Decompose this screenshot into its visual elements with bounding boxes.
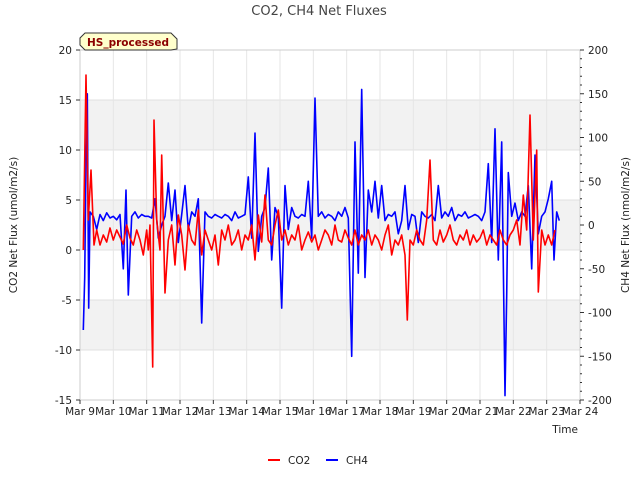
y-right-tick-label: 150 [588,89,608,101]
x-tick-label: Mar 9 [65,406,95,418]
y-left-tick-label: -5 [62,295,72,307]
x-tick-label: Mar 14 [228,406,265,418]
x-axis-label: Time [551,424,578,436]
y-right-tick-label: 0 [588,220,595,232]
x-tick-label: Mar 21 [462,406,499,418]
x-tick-label: Mar 11 [128,406,165,418]
y-right-tick-label: -150 [588,351,612,363]
y-axis-right-label: CH4 Net Flux (nmol/m2/s) [620,157,632,293]
y-right-tick-label: 200 [588,45,608,57]
y-left-tick-label: -15 [55,395,72,407]
y-left-tick-label: -10 [55,345,72,357]
legend: CO2 CH4 [268,455,368,467]
x-tick-label: Mar 18 [362,406,399,418]
legend-label-co2: CO2 [288,455,310,467]
x-tick-label: Mar 24 [562,406,599,418]
badge-shape [79,32,178,51]
y-left-tick-label: 20 [59,45,72,57]
y-left-tick-label: 10 [59,145,72,157]
x-tick-label: Mar 12 [162,406,199,418]
series-line-co2 [82,74,556,368]
processed-badge: HS_processed [79,32,178,51]
background-band [80,100,580,150]
legend-label-ch4: CH4 [346,455,368,467]
x-tick-label: Mar 15 [262,406,299,418]
y-right-tick-label: 50 [588,176,601,188]
y-right-tick-label: 100 [588,133,608,145]
badge-label: HS_processed [87,37,169,49]
x-tick-label: Mar 13 [195,406,232,418]
y-axis-left-label: CO2 Net Flux (umol/m2/s) [8,157,20,293]
y-right-tick-label: -200 [588,395,612,407]
x-tick-label: Mar 20 [428,406,465,418]
x-tick-label: Mar 19 [395,406,432,418]
y-axis-left: -15 -10 -5 0 5 10 15 20 [55,45,80,407]
y-left-tick-label: 5 [65,195,72,207]
x-tick-label: Mar 17 [328,406,365,418]
y-axis-right: -200 -150 -100 -50 0 50 100 150 200 [580,45,612,407]
y-left-tick-label: 0 [65,245,72,257]
x-tick-label: Mar 22 [495,406,532,418]
x-tick-label: Mar 10 [95,406,132,418]
y-left-tick-label: 15 [59,95,72,107]
background-band [80,300,580,350]
chart-title: CO2, CH4 Net Fluxes [251,4,387,19]
series-layer [82,74,561,397]
x-tick-label: Mar 16 [295,406,332,418]
y-right-tick-label: -100 [588,308,612,320]
y-right-tick-label: -50 [588,264,605,276]
x-tick-label: Mar 23 [528,406,565,418]
